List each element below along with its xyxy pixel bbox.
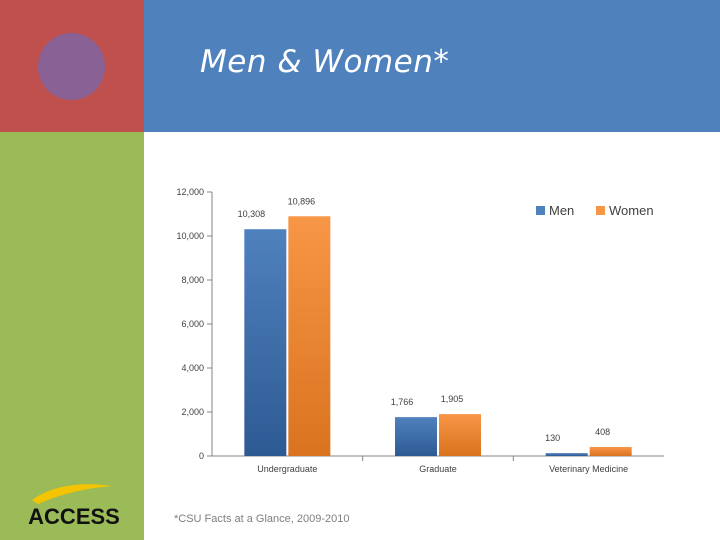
y-tick-label: 2,000 [181, 407, 204, 417]
data-label: 1,905 [441, 394, 464, 404]
title-banner [144, 0, 720, 132]
y-tick-label: 12,000 [176, 187, 204, 197]
x-tick-label: Graduate [419, 464, 457, 474]
chart-bars [244, 216, 632, 456]
y-tick-label: 0 [199, 451, 204, 461]
x-tick-label: Veterinary Medicine [549, 464, 628, 474]
green-side-block [0, 132, 144, 540]
bar-women [288, 216, 331, 456]
y-tick-label: 4,000 [181, 363, 204, 373]
x-tick-label: Undergraduate [257, 464, 317, 474]
data-label: 10,308 [238, 209, 266, 219]
logo-wordmark: ACCESS [28, 504, 120, 529]
data-label: 408 [595, 427, 610, 437]
bar-chart: 0 2,000 4,000 6,000 8,000 10,000 12,000 Undergr… [176, 187, 664, 474]
data-label: 130 [545, 433, 560, 443]
data-label: 10,896 [288, 196, 316, 206]
bar-men [545, 453, 588, 456]
bar-men [395, 417, 437, 456]
decorative-circle [38, 33, 105, 100]
y-tick-label: 10,000 [176, 231, 204, 241]
bar-women [439, 414, 481, 456]
chart-labels: 10,308 10,896 1,766 1,905 130 408 [238, 196, 611, 443]
bar-women [589, 447, 632, 456]
legend-swatch-women [596, 206, 605, 215]
chart-axes: 0 2,000 4,000 6,000 8,000 10,000 12,000 Undergr… [176, 187, 664, 474]
data-label: 1,766 [391, 397, 414, 407]
bar-men [244, 229, 287, 456]
chart-legend: Men Women [536, 203, 654, 218]
source-footnote: *CSU Facts at a Glance, 2009-2010 [174, 513, 350, 525]
access-logo: ACCESS [28, 484, 120, 529]
legend-label: Women [609, 203, 654, 218]
y-tick-label: 8,000 [181, 275, 204, 285]
legend-label: Men [549, 203, 574, 218]
y-tick-label: 6,000 [181, 319, 204, 329]
legend-swatch-men [536, 206, 545, 215]
slide-title: Men & Women* [200, 44, 450, 80]
